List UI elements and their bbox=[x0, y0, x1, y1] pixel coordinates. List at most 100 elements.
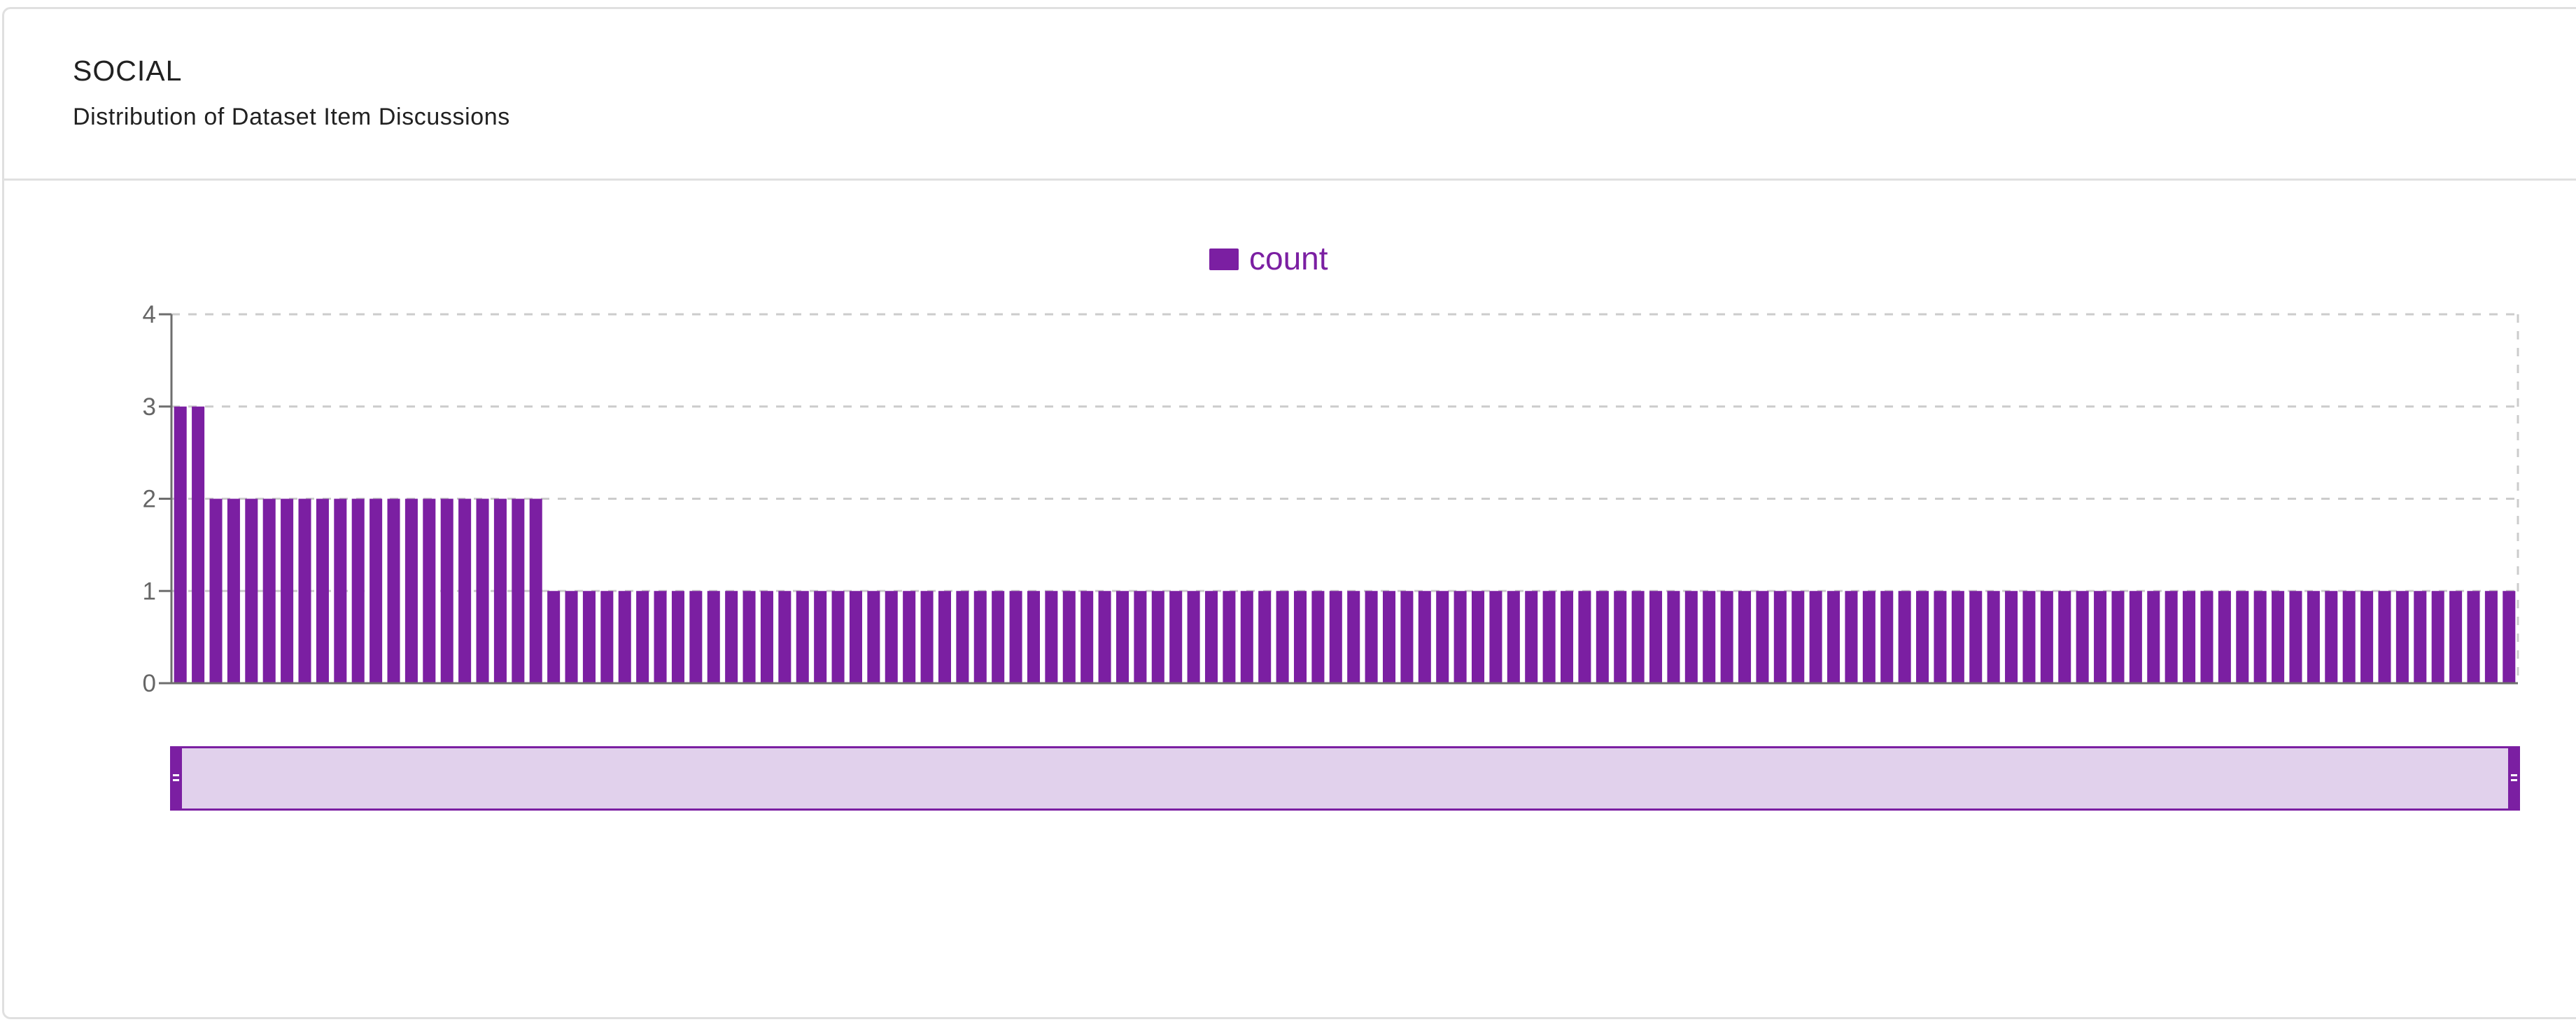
bar[interactable] bbox=[2111, 591, 2125, 683]
bar[interactable] bbox=[1223, 591, 1236, 683]
bar[interactable] bbox=[1276, 591, 1289, 683]
bar[interactable] bbox=[1969, 591, 1983, 683]
bar[interactable] bbox=[725, 591, 738, 683]
bar[interactable] bbox=[2218, 591, 2231, 683]
data-zoom-window[interactable] bbox=[170, 746, 2520, 811]
bar[interactable] bbox=[2058, 591, 2071, 683]
bar[interactable] bbox=[334, 498, 347, 684]
bar[interactable] bbox=[2378, 591, 2391, 683]
bar[interactable] bbox=[1009, 591, 1022, 683]
bar[interactable] bbox=[2431, 591, 2444, 683]
bar[interactable] bbox=[1365, 591, 1378, 683]
bar[interactable] bbox=[404, 498, 418, 684]
bar[interactable] bbox=[1045, 591, 1058, 683]
bar[interactable] bbox=[262, 498, 276, 684]
bar[interactable] bbox=[1756, 591, 1769, 683]
bar[interactable] bbox=[1471, 591, 1485, 683]
bar[interactable] bbox=[2165, 591, 2178, 683]
bar[interactable] bbox=[2147, 591, 2160, 683]
bar[interactable] bbox=[1561, 591, 1574, 683]
bar[interactable] bbox=[529, 498, 542, 684]
bar[interactable] bbox=[582, 591, 596, 683]
bar[interactable] bbox=[316, 498, 329, 684]
bar[interactable] bbox=[209, 498, 223, 684]
bar[interactable] bbox=[1684, 591, 1698, 683]
bar[interactable] bbox=[671, 591, 684, 683]
bar[interactable] bbox=[938, 591, 951, 683]
bar[interactable] bbox=[2307, 591, 2320, 683]
bar[interactable] bbox=[1862, 591, 1875, 683]
bar[interactable] bbox=[2076, 591, 2089, 683]
bar[interactable] bbox=[1542, 591, 1556, 683]
bar[interactable] bbox=[618, 591, 631, 683]
data-zoom-slider[interactable] bbox=[170, 746, 2520, 811]
bar[interactable] bbox=[1134, 591, 1147, 683]
bar[interactable] bbox=[760, 591, 773, 683]
bar[interactable] bbox=[1631, 591, 1645, 683]
bar[interactable] bbox=[298, 498, 311, 684]
bar[interactable] bbox=[423, 498, 436, 684]
bar[interactable] bbox=[2129, 591, 2142, 683]
bar[interactable] bbox=[1667, 591, 1680, 683]
bar[interactable] bbox=[1293, 591, 1307, 683]
bar[interactable] bbox=[1827, 591, 1840, 683]
bar[interactable] bbox=[1773, 591, 1787, 683]
bar[interactable] bbox=[2414, 591, 2427, 683]
bar[interactable] bbox=[956, 591, 969, 683]
bar[interactable] bbox=[742, 591, 756, 683]
bar[interactable] bbox=[1382, 591, 1396, 683]
bar[interactable] bbox=[227, 498, 240, 684]
bar[interactable] bbox=[2183, 591, 2196, 683]
bar[interactable] bbox=[1098, 591, 1111, 683]
bar[interactable] bbox=[1809, 591, 1822, 683]
bar[interactable] bbox=[1614, 591, 1627, 683]
bar[interactable] bbox=[885, 591, 898, 683]
bar[interactable] bbox=[1454, 591, 1467, 683]
bar[interactable] bbox=[2253, 591, 2267, 683]
bar[interactable] bbox=[493, 498, 507, 684]
bar[interactable] bbox=[1027, 591, 1040, 683]
bar[interactable] bbox=[992, 591, 1005, 683]
bar[interactable] bbox=[1987, 591, 2000, 683]
bar[interactable] bbox=[1062, 591, 1076, 683]
bar[interactable] bbox=[973, 591, 987, 683]
bar[interactable] bbox=[2325, 591, 2338, 683]
bar[interactable] bbox=[1169, 591, 1183, 683]
bar[interactable] bbox=[192, 406, 205, 683]
bar[interactable] bbox=[1151, 591, 1164, 683]
bar[interactable] bbox=[281, 498, 294, 684]
bar[interactable] bbox=[1489, 591, 1502, 683]
bar[interactable] bbox=[1703, 591, 1716, 683]
bar[interactable] bbox=[1258, 591, 1272, 683]
bar[interactable] bbox=[476, 498, 489, 684]
bar[interactable] bbox=[1898, 591, 1911, 683]
bar[interactable] bbox=[2503, 591, 2516, 683]
bar[interactable] bbox=[1081, 591, 1094, 683]
bar[interactable] bbox=[814, 591, 827, 683]
bar[interactable] bbox=[1187, 591, 1200, 683]
bar[interactable] bbox=[1347, 591, 1360, 683]
bar[interactable] bbox=[654, 591, 667, 683]
bar[interactable] bbox=[1507, 591, 1520, 683]
bar[interactable] bbox=[2449, 591, 2463, 683]
chart-legend[interactable]: count bbox=[1209, 240, 1328, 276]
bar[interactable] bbox=[369, 498, 383, 684]
bar[interactable] bbox=[1578, 591, 1591, 683]
bar[interactable] bbox=[1916, 591, 1929, 683]
bar[interactable] bbox=[778, 591, 791, 683]
bar[interactable] bbox=[2395, 591, 2409, 683]
bar[interactable] bbox=[2484, 591, 2498, 683]
bar[interactable] bbox=[1329, 591, 1342, 683]
bar[interactable] bbox=[387, 498, 400, 684]
bar[interactable] bbox=[903, 591, 916, 683]
data-zoom-left-handle[interactable] bbox=[170, 746, 182, 811]
bar[interactable] bbox=[1845, 591, 1858, 683]
bar[interactable] bbox=[565, 591, 578, 683]
bar[interactable] bbox=[245, 498, 258, 684]
bar[interactable] bbox=[547, 591, 561, 683]
bar[interactable] bbox=[689, 591, 703, 683]
bar[interactable] bbox=[2005, 591, 2018, 683]
bar[interactable] bbox=[920, 591, 934, 683]
bar[interactable] bbox=[1649, 591, 1663, 683]
bar[interactable] bbox=[1400, 591, 1414, 683]
